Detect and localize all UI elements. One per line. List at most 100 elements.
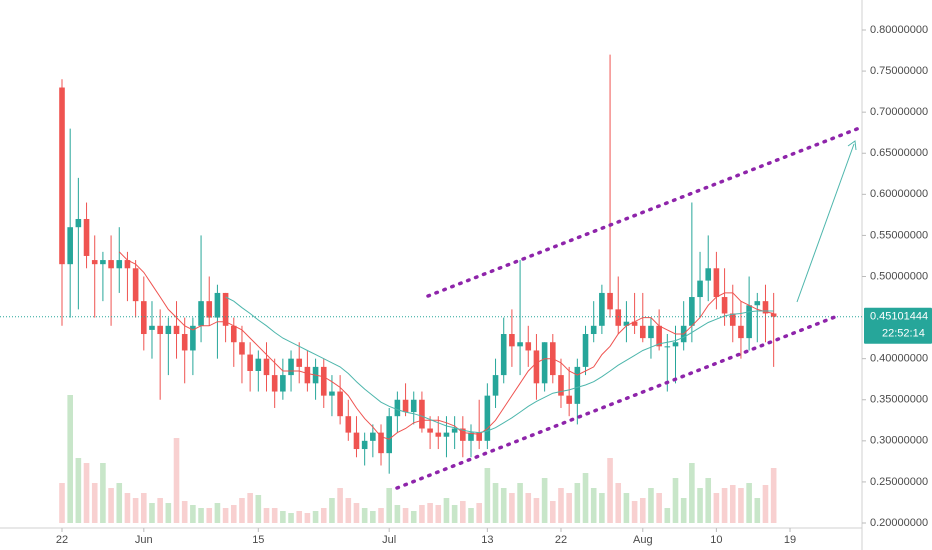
volume-bar [124, 493, 131, 523]
candle-body [280, 375, 286, 392]
volume-bar [697, 488, 703, 523]
candle-body [198, 301, 204, 326]
y-tick-label: 0.40000000 [870, 353, 928, 365]
volume-bar [370, 511, 376, 523]
countdown-label: 22:52:14 [882, 328, 925, 340]
candle-body [656, 325, 662, 347]
candle-body [705, 268, 712, 281]
volume-bar [157, 498, 163, 523]
candle-body [386, 416, 392, 454]
candle-body [582, 334, 589, 367]
candle-body [721, 297, 728, 314]
candle-body [345, 416, 352, 433]
candle-body [599, 292, 605, 326]
volume-bar [460, 501, 466, 523]
volume-bar [468, 508, 474, 523]
volume-bar [484, 468, 491, 523]
candle-body [378, 432, 384, 454]
candle-body [468, 432, 474, 441]
candle-body [754, 301, 761, 306]
volume-bar [230, 505, 237, 523]
candle-body [648, 325, 654, 339]
volume-bar [672, 478, 679, 523]
volume-bar [181, 501, 188, 523]
candle-body [157, 325, 163, 335]
volume-bar [550, 501, 556, 523]
candle-body [59, 87, 65, 265]
volume-bar [713, 493, 720, 523]
candle-body [689, 297, 695, 326]
candle-body [402, 399, 409, 413]
candle-body [263, 358, 270, 376]
volume-bar [255, 495, 262, 523]
volume-bar [312, 511, 319, 523]
volume-bar [738, 488, 744, 523]
moving-average [118, 251, 774, 440]
volume-bar [746, 483, 752, 523]
x-tick-label: 15 [252, 534, 264, 546]
candle-body [214, 292, 221, 318]
candle-body [108, 260, 114, 269]
candle-body [361, 440, 368, 450]
candle-body [410, 399, 417, 413]
candle-body [500, 334, 507, 376]
volume-bar [320, 508, 327, 523]
volume-bar [247, 493, 253, 523]
volume-bar [419, 505, 425, 523]
candle-body [509, 334, 515, 347]
candle-body [67, 227, 73, 265]
axis-layer: 0.20000000 0.25000000 0.30000000 0.35000000… [56, 24, 932, 546]
volume-bar [378, 508, 384, 523]
moving-average [225, 296, 774, 434]
candle-body [558, 375, 564, 396]
volume-bar [762, 485, 769, 523]
candle-body [492, 375, 499, 396]
volume-bar [222, 508, 229, 523]
x-tick-label: 22 [56, 534, 68, 546]
candle-body [222, 292, 229, 326]
volume-bar [206, 508, 213, 523]
y-tick-label: 0.25000000 [870, 476, 928, 488]
y-tick-label: 0.20000000 [870, 517, 928, 529]
candle-body [370, 432, 376, 441]
volume-bar [607, 458, 613, 523]
volume-bar [361, 508, 368, 523]
volume-bar [599, 493, 605, 523]
candle-body [615, 309, 622, 326]
volume-bar [729, 485, 736, 523]
volume-layer [59, 395, 777, 523]
volume-bar [689, 463, 695, 523]
volume-bar [141, 493, 147, 523]
channel-lower [395, 313, 842, 490]
volume-bar [91, 483, 98, 523]
candle-body [476, 432, 482, 441]
volume-bar [656, 493, 662, 523]
candle-body [255, 358, 262, 371]
channel-upper [426, 125, 864, 298]
candle-body [304, 366, 311, 384]
candle-body [623, 321, 630, 326]
volume-bar [443, 498, 450, 523]
candle-body [762, 301, 769, 314]
y-tick-label: 0.60000000 [870, 188, 928, 200]
x-tick-label: 10 [710, 534, 722, 546]
volume-bar [190, 505, 196, 523]
volume-bar [451, 505, 458, 523]
x-tick-label: Jul [382, 534, 396, 546]
candle-body [320, 366, 327, 396]
last-price-label: 0.45101444 [870, 311, 928, 323]
candle-body [525, 342, 532, 351]
volume-bar [132, 498, 139, 523]
volume-bar [721, 488, 728, 523]
y-tick-label: 0.30000000 [870, 435, 928, 447]
candle-body [394, 399, 401, 417]
volume-bar [476, 503, 482, 523]
y-tick-label: 0.50000000 [870, 270, 928, 282]
volume-bar [345, 498, 352, 523]
candle-body [247, 354, 253, 371]
candle-body [124, 260, 131, 269]
last-price-tag [864, 307, 932, 344]
volume-bar [337, 488, 343, 523]
volume-bar [263, 508, 270, 523]
candle-body [288, 358, 294, 376]
